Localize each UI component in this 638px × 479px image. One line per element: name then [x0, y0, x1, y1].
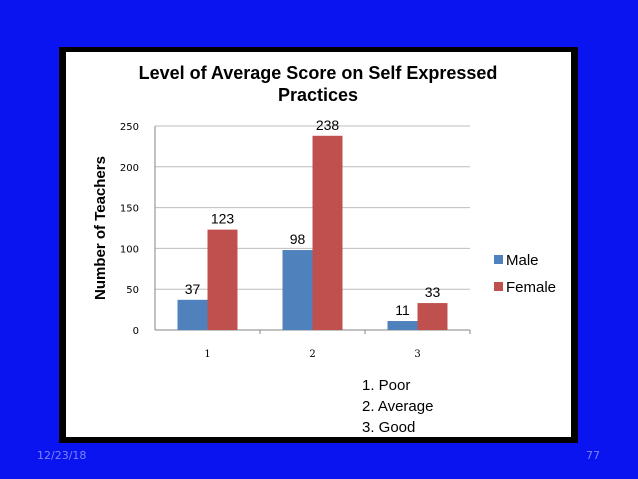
- y-tick-label: 0: [133, 326, 139, 337]
- bar-female: [417, 303, 448, 330]
- bar-chart: Level of Average Score on Self Expressed…: [92, 63, 556, 436]
- chart-title-line: Practices: [278, 85, 358, 105]
- data-label: 238: [316, 117, 340, 133]
- x-tick-label: 1: [204, 349, 210, 360]
- category-key-line: 1. Poor: [362, 377, 410, 394]
- y-tick-label: 50: [126, 285, 139, 296]
- y-tick-label: 100: [120, 244, 139, 255]
- legend-swatch-male: [494, 255, 503, 264]
- data-label: 123: [211, 211, 235, 227]
- chart-title-line: Level of Average Score on Self Expressed: [139, 63, 498, 83]
- y-tick-label: 150: [120, 204, 139, 215]
- bar-male: [282, 250, 313, 330]
- data-label: 11: [395, 302, 410, 318]
- data-label: 33: [425, 284, 441, 300]
- data-label: 98: [290, 231, 306, 247]
- x-tick-label: 2: [309, 349, 315, 360]
- slide-date: 12/23/18: [37, 449, 87, 462]
- x-tick-label: 3: [414, 349, 420, 360]
- chart-area: Level of Average Score on Self Expressed…: [66, 52, 571, 437]
- category-key-line: 2. Average: [362, 398, 433, 415]
- legend-label-female: Female: [506, 279, 556, 296]
- bar-female: [312, 135, 343, 330]
- bar-female: [207, 229, 238, 330]
- bar-male: [387, 321, 418, 330]
- y-axis-label: Number of Teachers: [92, 156, 109, 300]
- bar-male: [177, 299, 208, 330]
- legend-label-male: Male: [506, 252, 539, 269]
- y-tick-label: 250: [120, 122, 139, 133]
- data-label: 37: [185, 281, 201, 297]
- y-tick-label: 200: [120, 163, 139, 174]
- category-key-line: 3. Good: [362, 419, 415, 436]
- slide-page-number: 77: [586, 449, 600, 462]
- legend-swatch-female: [494, 282, 503, 291]
